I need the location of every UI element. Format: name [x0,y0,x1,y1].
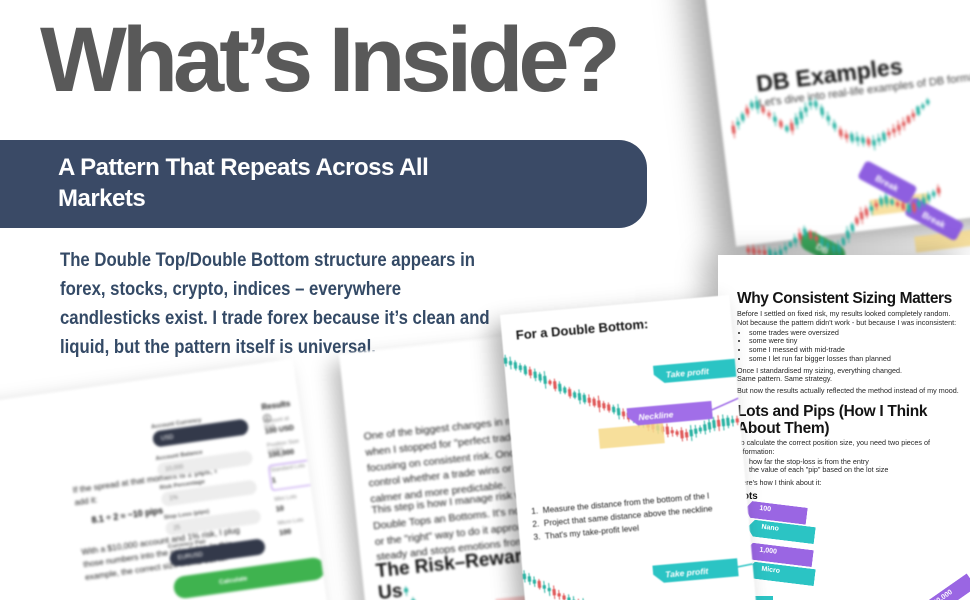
svg-text:1 Lot: 1 Lot [337,486,351,504]
